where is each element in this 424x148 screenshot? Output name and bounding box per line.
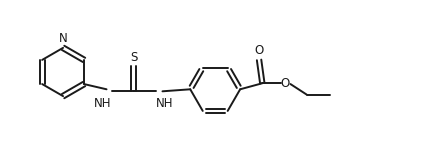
Text: S: S xyxy=(130,51,138,64)
Text: O: O xyxy=(254,45,264,58)
Text: NH: NH xyxy=(156,97,174,110)
Text: NH: NH xyxy=(94,97,112,110)
Text: O: O xyxy=(280,77,290,90)
Text: N: N xyxy=(59,32,67,45)
